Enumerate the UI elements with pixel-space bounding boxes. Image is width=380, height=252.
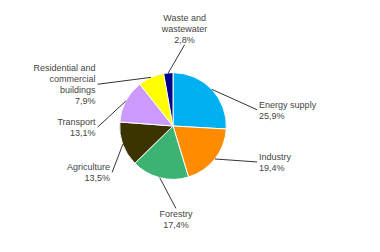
svg-text:Energy supply25,9%: Energy supply25,9% bbox=[259, 100, 317, 121]
svg-text:Industry19,4%: Industry19,4% bbox=[259, 152, 292, 173]
svg-text:Agriculture13,5%: Agriculture13,5% bbox=[67, 162, 110, 183]
svg-text:Forestry17,4%: Forestry17,4% bbox=[159, 209, 193, 230]
svg-text:Waste andwastewater2,8%: Waste andwastewater2,8% bbox=[161, 13, 208, 45]
svg-text:Transport13,1%: Transport13,1% bbox=[57, 117, 96, 138]
svg-text:Residential andcommercialbuild: Residential andcommercialbuildings7,9% bbox=[34, 63, 97, 106]
